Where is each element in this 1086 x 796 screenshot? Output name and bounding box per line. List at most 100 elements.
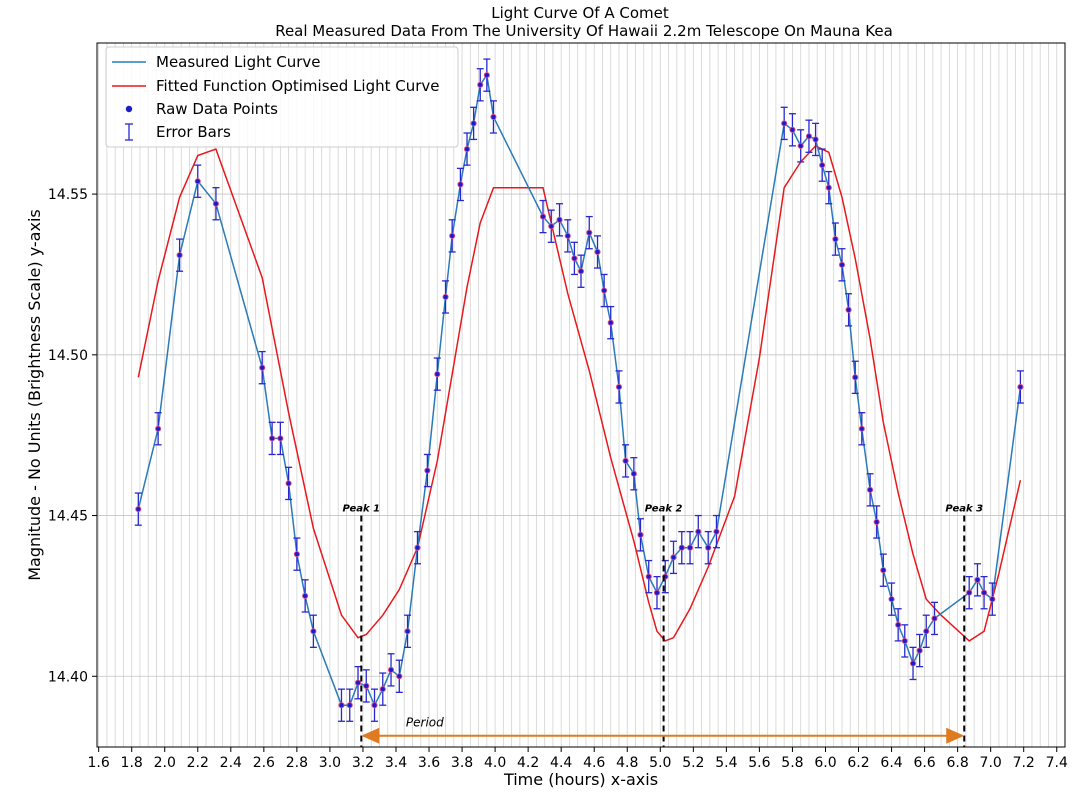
legend-swatch-raw-points [125, 105, 133, 113]
raw-data-point [678, 544, 685, 551]
raw-data-point [781, 120, 788, 127]
raw-data-point [705, 544, 712, 551]
period-label: Period [406, 716, 444, 730]
raw-data-point [302, 592, 309, 599]
x-tick-label: 3.4 [385, 755, 407, 771]
raw-data-point [686, 544, 694, 551]
raw-data-point [873, 518, 880, 526]
raw-data-point [601, 287, 608, 294]
raw-data-point [404, 628, 411, 635]
raw-data-point [989, 596, 996, 603]
x-tick-label: 4.2 [517, 755, 539, 771]
raw-data-point [556, 216, 563, 223]
x-axis-label: Time (hours) x-axis [503, 770, 658, 789]
raw-data-point [713, 528, 720, 535]
raw-data-point [310, 628, 317, 635]
raw-data-point [463, 146, 471, 153]
raw-data-point [645, 573, 652, 580]
raw-data-point [845, 306, 852, 313]
legend-box [105, 46, 459, 148]
x-tick-label: 3.2 [352, 755, 374, 771]
raw-data-point [923, 628, 930, 635]
chart-subtitle: Real Measured Data From The University O… [275, 22, 893, 40]
raw-data-point [490, 113, 497, 120]
x-tick-label: 5.4 [715, 755, 737, 771]
raw-data-point [607, 319, 614, 326]
raw-data-point [135, 506, 142, 513]
legend: Measured Light Curve Fitted Function Opt… [105, 46, 459, 148]
raw-data-point [805, 133, 813, 140]
raw-data-point [293, 551, 300, 558]
raw-data-point [363, 682, 370, 689]
plot-frame [96, 42, 1066, 748]
raw-data-point [548, 223, 555, 230]
chart-title: Light Curve Of A Comet [491, 4, 669, 22]
fitted-curve-layer [137, 144, 1022, 642]
x-tick-label: 5.0 [649, 755, 671, 771]
raw-data-point [916, 647, 923, 654]
raw-data-point [637, 531, 644, 538]
x-tick-label: 2.2 [187, 755, 209, 771]
raw-data-point [695, 528, 702, 535]
x-tick-label: 4.4 [550, 755, 572, 771]
raw-data-point [338, 702, 345, 709]
x-tick-label: 2.8 [286, 755, 308, 771]
x-tick-label: 4.6 [583, 755, 605, 771]
legend-label-raw-points: Raw Data Points [156, 100, 278, 118]
raw-data-point [483, 72, 490, 79]
x-tick-label: 2.6 [253, 755, 275, 771]
peak-label: Peak 2 [645, 504, 683, 515]
raw-data-point [901, 637, 908, 644]
raw-data-point [442, 293, 449, 301]
raw-data-point [858, 425, 865, 432]
raw-data-point [832, 236, 839, 243]
x-tick-label: 4.8 [616, 755, 638, 771]
raw-points-layer [135, 72, 1024, 709]
x-tick-label: 6.2 [847, 755, 869, 771]
legend-label-measured: Measured Light Curve [156, 53, 321, 71]
x-tick-label: 5.8 [781, 755, 803, 771]
y-tick-label: 14.40 [48, 669, 88, 685]
raw-data-point [867, 486, 874, 493]
raw-data-point [838, 261, 846, 268]
raw-data-point [797, 142, 804, 149]
raw-data-point [414, 544, 421, 551]
raw-data-point [539, 213, 547, 220]
x-tick-label: 7.4 [1046, 755, 1068, 771]
raw-data-point [1017, 383, 1024, 391]
x-tick-label: 1.8 [121, 755, 143, 771]
raw-data-point [259, 364, 266, 371]
legend-swatch-error-bars [125, 123, 133, 141]
x-tick-label: 2.4 [220, 755, 242, 771]
x-tick-label: 1.6 [88, 755, 110, 771]
raw-data-point [594, 248, 601, 255]
raw-data-point [789, 126, 796, 133]
raw-data-point [379, 686, 386, 693]
raw-data-point [571, 255, 578, 262]
raw-data-point [825, 184, 832, 191]
raw-data-point [354, 679, 362, 686]
y-tick-label: 14.50 [48, 348, 88, 364]
x-tick-label: 3.8 [451, 755, 473, 771]
raw-data-point [888, 596, 895, 603]
x-tick-label: 6.6 [913, 755, 935, 771]
raw-data-point [630, 470, 637, 477]
raw-data-point [812, 136, 819, 143]
raw-data-point [477, 81, 484, 88]
raw-data-point [931, 615, 938, 622]
raw-data-point [470, 120, 477, 127]
raw-data-point [622, 457, 629, 464]
fitted-curve-line [137, 144, 1022, 642]
measured-curve-layer [137, 73, 1022, 707]
legend-label-error-bars: Error Bars [156, 123, 231, 141]
x-tick-label: 3.6 [418, 755, 440, 771]
y-tick-label: 14.55 [48, 187, 88, 203]
raw-data-point [424, 467, 431, 474]
raw-data-point [387, 666, 395, 673]
raw-data-point [434, 371, 441, 378]
raw-data-point [852, 374, 859, 381]
annotation-layer: Peak 1 Peak 2 Peak 3 Period [342, 504, 983, 747]
measured-curve-line [137, 73, 1022, 707]
raw-data-point [880, 567, 887, 574]
